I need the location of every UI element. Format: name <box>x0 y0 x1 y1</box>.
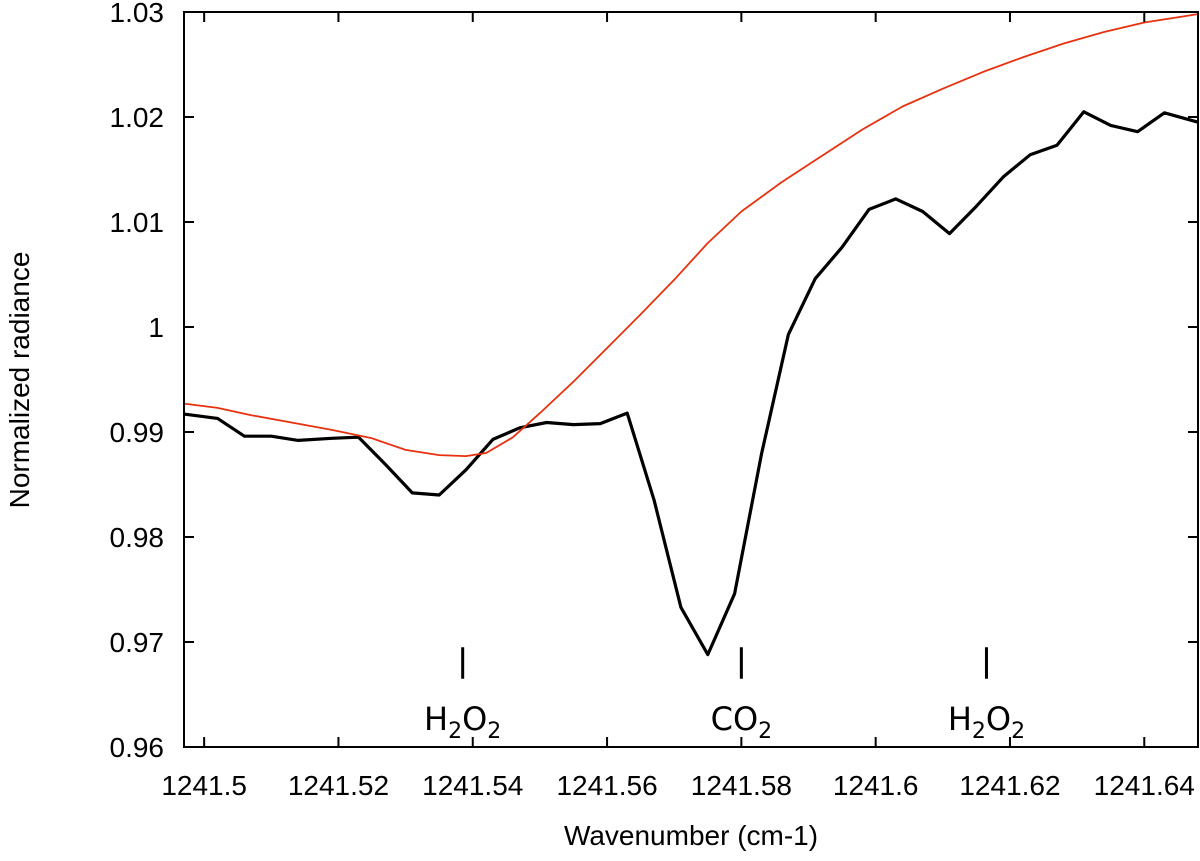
annotation-label: H2O2 <box>948 700 1025 744</box>
x-tick-label: 1241.62 <box>959 770 1060 801</box>
x-tick-label: 1241.64 <box>1094 770 1195 801</box>
y-tick-label: 1.02 <box>110 102 165 133</box>
x-tick-label: 1241.56 <box>556 770 657 801</box>
x-axis-label: Wavenumber (cm-1) <box>564 820 818 851</box>
x-tick-label: 1241.52 <box>288 770 389 801</box>
y-tick-label: 0.97 <box>110 627 165 658</box>
y-axis-label: Normalized radiance <box>4 252 35 509</box>
y-tick-label: 0.96 <box>110 732 165 763</box>
y-tick-label: 0.99 <box>110 417 165 448</box>
series-line-2 <box>183 13 1199 458</box>
y-tick-label: 0.98 <box>110 522 165 553</box>
annotation-label: H2O2 <box>424 700 501 744</box>
plot-frame <box>183 11 1199 748</box>
y-tick-label: 1.03 <box>110 0 165 28</box>
y-tick-label: 1.01 <box>110 207 165 238</box>
x-tick-label: 1241.5 <box>161 770 247 801</box>
y-tick-label: 1 <box>148 312 164 343</box>
series-line-1 <box>183 110 1199 657</box>
annotation-label: CO2 <box>711 700 773 744</box>
x-tick-label: 1241.58 <box>691 770 792 801</box>
x-tick-label: 1241.6 <box>833 770 919 801</box>
x-tick-label: 1241.54 <box>422 770 523 801</box>
